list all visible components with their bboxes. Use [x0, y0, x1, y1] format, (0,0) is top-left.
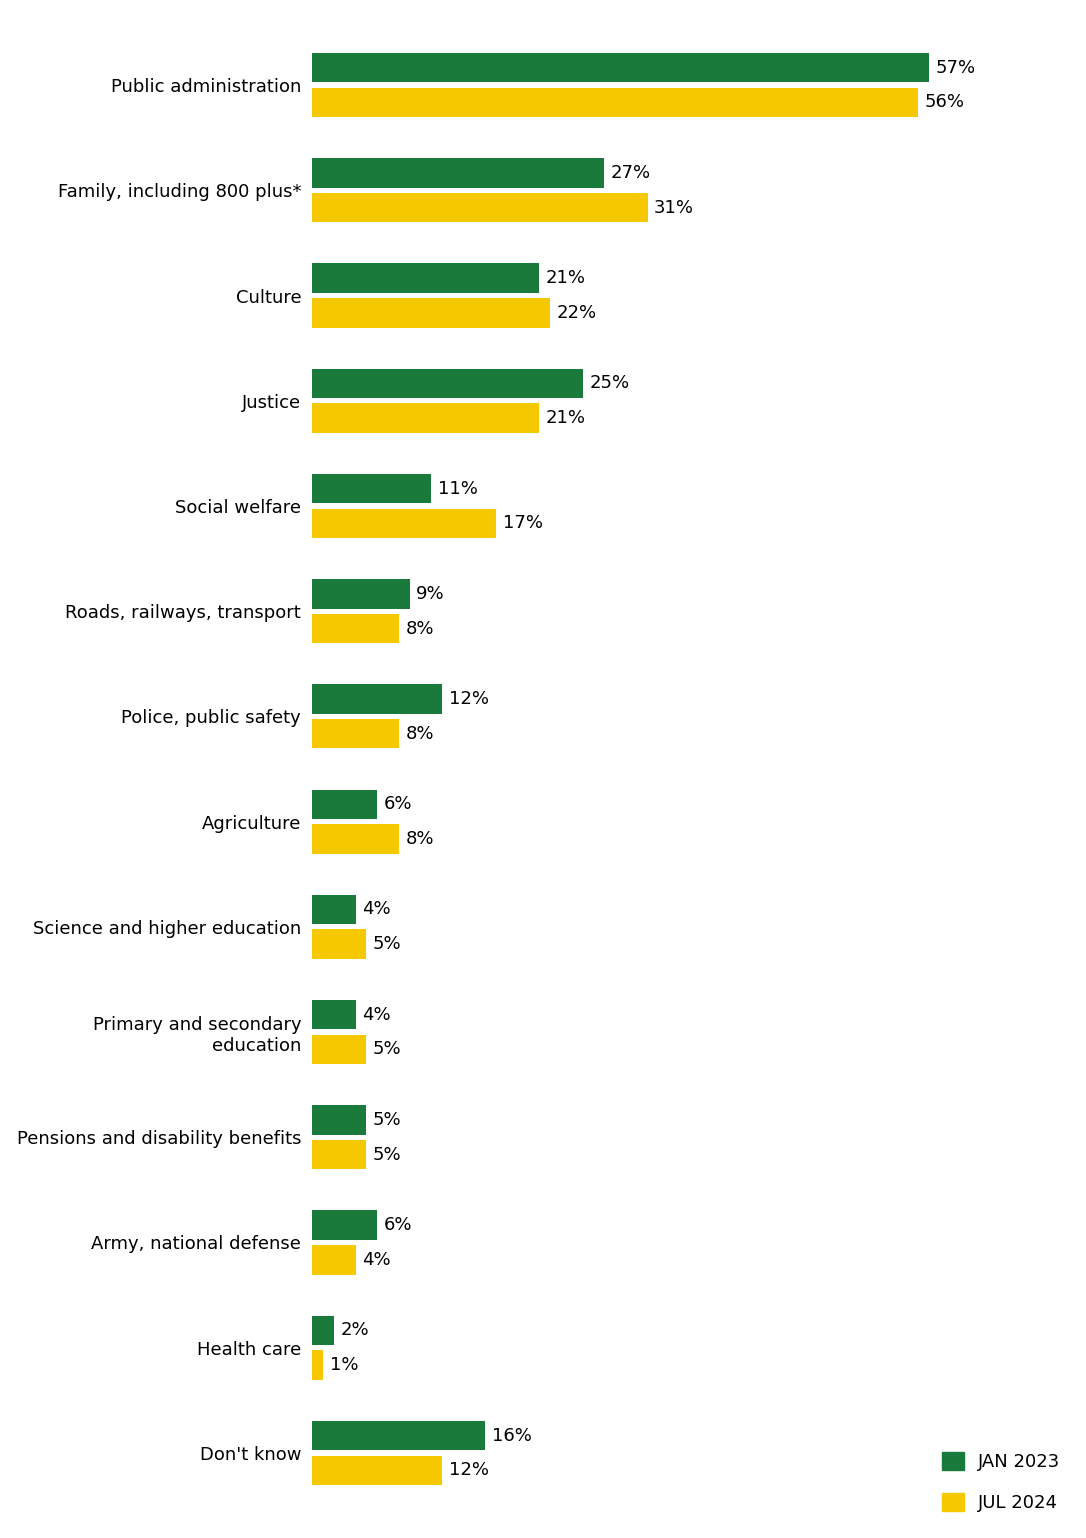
Bar [313, 1421, 485, 1450]
Bar [313, 1035, 366, 1064]
Bar [313, 1350, 324, 1380]
Bar [313, 52, 929, 83]
Text: 4%: 4% [362, 1006, 391, 1024]
Bar [313, 192, 647, 223]
Bar [313, 720, 399, 749]
Bar [313, 1140, 366, 1169]
Text: 5%: 5% [372, 1040, 402, 1058]
Text: 31%: 31% [654, 198, 694, 217]
Text: 5%: 5% [372, 1146, 402, 1164]
Bar [313, 824, 399, 854]
Text: 57%: 57% [935, 58, 975, 77]
Text: 16%: 16% [492, 1427, 532, 1444]
Text: 5%: 5% [372, 1110, 402, 1129]
Text: 5%: 5% [372, 935, 402, 954]
Text: 27%: 27% [610, 165, 651, 181]
Bar [313, 158, 604, 188]
Text: 11%: 11% [438, 480, 478, 498]
Text: 21%: 21% [546, 409, 585, 428]
Bar [313, 1246, 355, 1275]
Text: 25%: 25% [589, 374, 629, 392]
Bar [313, 580, 409, 609]
Text: 4%: 4% [362, 900, 391, 918]
Bar [313, 263, 540, 292]
Text: 2%: 2% [340, 1321, 369, 1340]
Bar [313, 88, 918, 117]
Text: 12%: 12% [449, 691, 489, 707]
Text: 6%: 6% [383, 795, 413, 814]
Legend: JAN 2023, JUL 2024: JAN 2023, JUL 2024 [942, 1452, 1060, 1512]
Text: 56%: 56% [924, 94, 964, 111]
Bar [313, 1106, 366, 1135]
Text: 21%: 21% [546, 269, 585, 288]
Text: 4%: 4% [362, 1250, 391, 1269]
Text: 1%: 1% [329, 1357, 358, 1373]
Bar [313, 929, 366, 958]
Bar [313, 298, 551, 328]
Text: 22%: 22% [557, 305, 597, 321]
Bar [313, 403, 540, 432]
Bar [313, 1000, 355, 1029]
Text: 8%: 8% [405, 831, 433, 847]
Text: 17%: 17% [503, 514, 543, 532]
Text: 8%: 8% [405, 620, 433, 638]
Bar [313, 614, 399, 643]
Bar [313, 474, 431, 503]
Bar [313, 684, 442, 714]
Bar [313, 369, 583, 398]
Bar [313, 1315, 333, 1346]
Text: 8%: 8% [405, 724, 433, 743]
Bar [313, 789, 377, 818]
Bar [313, 895, 355, 924]
Bar [313, 1210, 377, 1240]
Bar [313, 509, 496, 538]
Text: 6%: 6% [383, 1217, 413, 1233]
Text: 9%: 9% [416, 584, 445, 603]
Text: 12%: 12% [449, 1461, 489, 1480]
Bar [313, 1455, 442, 1486]
